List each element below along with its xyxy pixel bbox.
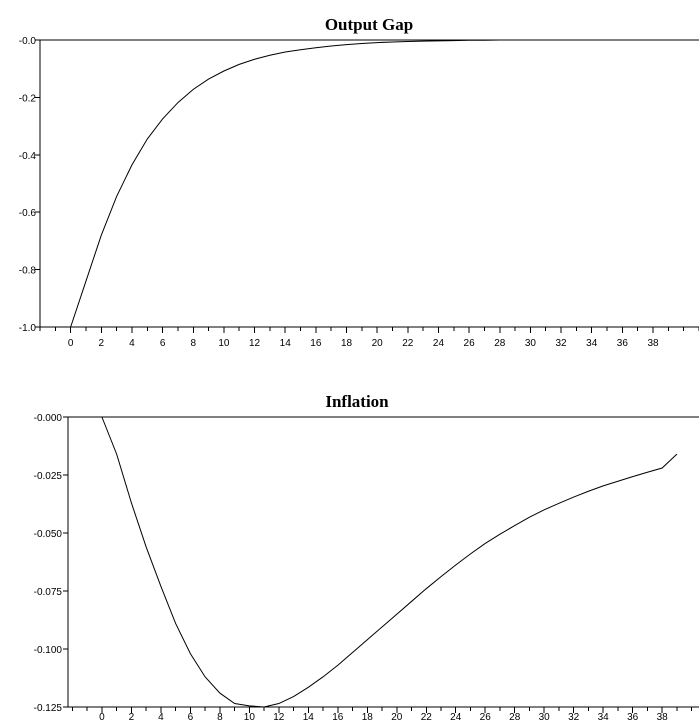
inflation-series-line xyxy=(101,416,678,708)
output-gap-xtick-label: 36 xyxy=(617,338,629,349)
output-gap-xtick-label: 18 xyxy=(341,338,353,349)
inflation-xtick-label: 8 xyxy=(217,712,223,722)
output-gap-xtick-label: 28 xyxy=(494,338,506,349)
inflation-ytick-label: -0.000 xyxy=(34,413,63,424)
inflation-xtick-label: 22 xyxy=(421,712,433,722)
output-gap-xtick-label: 34 xyxy=(586,338,598,349)
inflation-xtick-label: 26 xyxy=(480,712,492,722)
output-gap-xtick-label: 30 xyxy=(525,338,537,349)
output-gap-xtick-label: 16 xyxy=(310,338,322,349)
inflation-ytick-label: -0.025 xyxy=(34,471,63,482)
inflation-xtick-label: 32 xyxy=(568,712,580,722)
output-gap-xtick-label: 22 xyxy=(402,338,414,349)
inflation-xtick-label: 18 xyxy=(362,712,374,722)
output-gap-xtick-label: 38 xyxy=(647,338,659,349)
inflation-xtick-label: 0 xyxy=(99,712,105,722)
inflation-xtick-label: 38 xyxy=(657,712,669,722)
inflation-ytick-label: -0.100 xyxy=(34,645,63,656)
output-gap-ytick-label: -0.4 xyxy=(19,151,37,162)
inflation-xtick-label: 36 xyxy=(627,712,639,722)
output-gap-ytick-label: -0.2 xyxy=(19,93,37,104)
output-gap-xtick-label: 14 xyxy=(280,338,292,349)
inflation-xtick-label: 28 xyxy=(509,712,521,722)
inflation-xtick-label: 6 xyxy=(188,712,194,722)
inflation-xtick-label: 16 xyxy=(332,712,344,722)
output-gap-ytick-label: -0.8 xyxy=(19,266,37,277)
inflation-xtick-label: 30 xyxy=(539,712,551,722)
inflation-xtick-label: 12 xyxy=(273,712,285,722)
output-gap-series-line xyxy=(70,39,531,328)
inflation-xtick-label: 34 xyxy=(598,712,610,722)
output-gap-xtick-label: 20 xyxy=(372,338,384,349)
inflation-ytick-label: -0.125 xyxy=(34,703,63,714)
inflation-panel: Inflation -0.125 -0.100 -0.075 -0.050 -0.025… xyxy=(34,392,699,722)
output-gap-xtick-label: 10 xyxy=(218,338,230,349)
inflation-xtick-label: 14 xyxy=(303,712,315,722)
output-gap-ytick-label: -0.6 xyxy=(19,208,37,219)
inflation-xtick-label: 10 xyxy=(244,712,256,722)
output-gap-xtick-label: 6 xyxy=(160,338,166,349)
output-gap-ytick-label: -0.0 xyxy=(19,36,37,47)
inflation-ytick-label: -0.075 xyxy=(34,587,63,598)
output-gap-xtick-label: 12 xyxy=(249,338,261,349)
output-gap-panel: Output Gap -1.0-0.8-0.6-0.4-0.2-0.00 2 4 6 8… xyxy=(19,15,699,349)
output-gap-xtick-label: 24 xyxy=(433,338,445,349)
output-gap-ytick-label: -1.0 xyxy=(19,323,37,334)
inflation-xtick-label: 4 xyxy=(158,712,164,722)
output-gap-xtick-label: 4 xyxy=(129,338,135,349)
output-gap-xtick-label: 32 xyxy=(556,338,568,349)
output-gap-xtick-label: 26 xyxy=(464,338,476,349)
output-gap-xtick-label: 2 xyxy=(99,338,105,349)
output-gap-xtick-label: 8 xyxy=(190,338,196,349)
inflation-ytick-label: -0.050 xyxy=(34,529,63,540)
output-gap-xtick-label: 0 xyxy=(68,338,74,349)
inflation-xtick-label: 2 xyxy=(129,712,135,722)
inflation-title: Inflation xyxy=(325,392,389,411)
inflation-xtick-label: 20 xyxy=(391,712,403,722)
inflation-xtick-label: 24 xyxy=(450,712,462,722)
output-gap-title: Output Gap xyxy=(325,15,413,34)
